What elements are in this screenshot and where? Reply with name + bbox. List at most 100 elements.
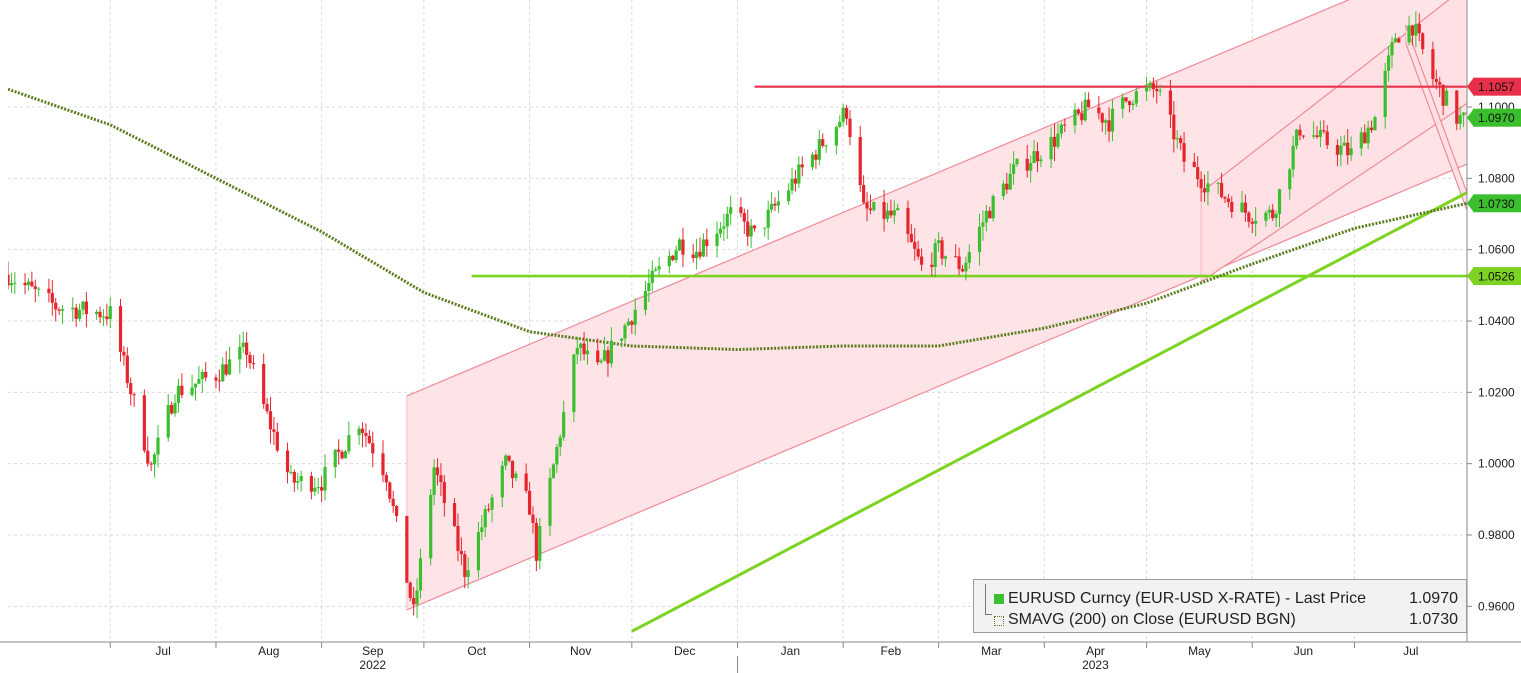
candle-body bbox=[810, 154, 815, 168]
candle-body bbox=[1271, 209, 1275, 219]
candle-body bbox=[1397, 38, 1401, 43]
candle-body bbox=[1192, 161, 1196, 168]
candle-body bbox=[838, 121, 842, 127]
candle-body bbox=[957, 256, 961, 270]
candle-body bbox=[510, 460, 515, 479]
candle-body bbox=[1012, 164, 1016, 174]
candle-body bbox=[487, 509, 491, 511]
candle-body bbox=[1373, 117, 1377, 131]
candle-body bbox=[1001, 183, 1005, 197]
candle-body bbox=[74, 307, 78, 319]
candle-body bbox=[105, 316, 109, 320]
candle-body bbox=[558, 437, 562, 447]
candle-body bbox=[384, 475, 388, 483]
candle-body bbox=[718, 228, 723, 234]
candle-body bbox=[885, 210, 890, 219]
sma-swatch-icon bbox=[994, 616, 1004, 626]
pullback-channel-upper-edge bbox=[1405, 24, 1467, 193]
candle-body bbox=[60, 309, 65, 311]
candle-body bbox=[919, 256, 924, 265]
candle-body bbox=[1393, 38, 1398, 43]
candle-body bbox=[1134, 91, 1138, 104]
chart-legend: EURUSD Curncy (EUR-USD X-RATE) - Last Pr… bbox=[973, 579, 1467, 633]
candle-body bbox=[1087, 99, 1091, 108]
candle-body bbox=[1151, 83, 1155, 90]
candle-body bbox=[821, 139, 825, 146]
candle-body bbox=[1288, 169, 1292, 190]
candle-body bbox=[698, 251, 702, 257]
candle-body bbox=[954, 256, 958, 258]
candle-body bbox=[323, 467, 327, 491]
candle-body bbox=[1277, 189, 1282, 214]
candle-body bbox=[514, 473, 518, 479]
candle-body bbox=[118, 306, 123, 352]
candle-body bbox=[452, 503, 457, 527]
candle-body bbox=[221, 364, 225, 382]
candle-body bbox=[1465, 112, 1467, 114]
candle-body bbox=[122, 351, 126, 356]
candle-body bbox=[1359, 132, 1363, 149]
candle-body bbox=[146, 450, 150, 464]
candle-body bbox=[940, 240, 944, 259]
candle-body bbox=[677, 239, 682, 251]
candle-body bbox=[691, 254, 695, 258]
candle-body bbox=[1083, 99, 1087, 121]
candle-body bbox=[1131, 103, 1135, 106]
candle-body bbox=[476, 532, 481, 571]
candle-body bbox=[606, 350, 610, 364]
sma200-line bbox=[8, 87, 1467, 352]
candle-body bbox=[415, 590, 419, 605]
candle-body bbox=[824, 145, 828, 147]
uptrend-line bbox=[631, 191, 1467, 633]
candle-body bbox=[1243, 202, 1248, 213]
candle-body bbox=[1158, 90, 1162, 92]
candle-body bbox=[13, 282, 17, 284]
candle-body bbox=[650, 270, 654, 283]
y-tick-label: 1.0800 bbox=[1478, 171, 1515, 185]
candle-body bbox=[251, 363, 256, 365]
legend-row-price: EURUSD Curncy (EUR-USD X-RATE) - Last Pr… bbox=[974, 590, 1466, 612]
candle-body bbox=[643, 291, 648, 310]
candle-body bbox=[882, 201, 886, 219]
candle-body bbox=[1315, 135, 1319, 137]
candle-body bbox=[1414, 23, 1418, 36]
candle-body bbox=[602, 350, 607, 361]
year-label-2023: 2023 bbox=[1082, 658, 1109, 672]
candle-body bbox=[817, 139, 821, 160]
candle-body bbox=[1325, 131, 1329, 146]
candle-body bbox=[466, 570, 470, 577]
candle-body bbox=[432, 467, 436, 495]
candle-body bbox=[200, 371, 204, 380]
candle-body bbox=[429, 494, 433, 559]
candle-body bbox=[1196, 167, 1200, 180]
y-tick-label: 0.9600 bbox=[1478, 599, 1515, 613]
candle-body bbox=[275, 431, 279, 451]
candle-body bbox=[108, 306, 112, 320]
candle-body bbox=[463, 554, 467, 577]
candle-body bbox=[217, 380, 221, 382]
candle-body bbox=[1250, 221, 1254, 224]
candle-body bbox=[347, 435, 351, 452]
candle-body bbox=[9, 283, 14, 286]
candle-body bbox=[943, 256, 948, 259]
candle-body bbox=[1104, 120, 1108, 123]
legend-price-value: 1.0970 bbox=[1409, 590, 1458, 607]
candle-body bbox=[245, 342, 249, 355]
candle-body bbox=[408, 582, 412, 598]
pullback-channel-lower-edge bbox=[1405, 42, 1467, 211]
candle-body bbox=[8, 274, 10, 286]
legend-price-name: EURUSD Curncy (EUR-USD X-RATE) - Last Pr… bbox=[1008, 590, 1366, 607]
candle-body bbox=[23, 282, 27, 286]
candle-body bbox=[439, 475, 443, 482]
candle-body bbox=[1049, 136, 1053, 160]
candle-body bbox=[1155, 89, 1159, 92]
legend-row-sma: SMAVG (200) on Close (EURUSD BGN) 1.0730 bbox=[974, 611, 1466, 633]
recovery-channel-fill bbox=[1201, 0, 1467, 282]
candle-body bbox=[337, 449, 341, 452]
badge-box bbox=[1473, 77, 1521, 96]
candle-body bbox=[582, 343, 586, 355]
candle-body bbox=[1097, 107, 1101, 114]
candle-body bbox=[190, 387, 194, 395]
candle-body bbox=[299, 475, 303, 482]
